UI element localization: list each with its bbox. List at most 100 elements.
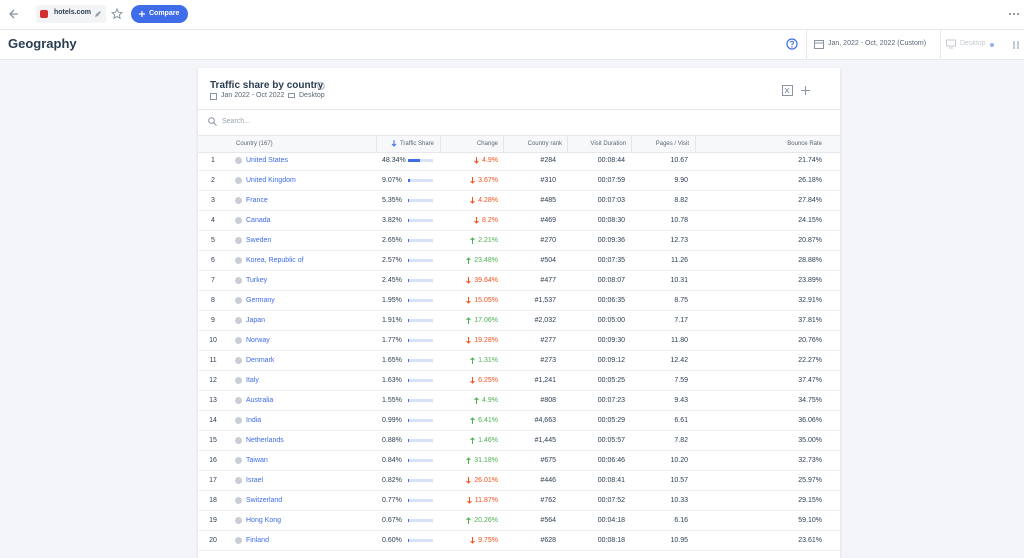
status-dot bbox=[990, 43, 994, 47]
row-divider bbox=[198, 550, 840, 551]
share-bar-track bbox=[408, 259, 433, 262]
column-header: Traffic Share bbox=[400, 136, 434, 152]
change: 26.01% bbox=[474, 471, 498, 491]
pages-per-visit: 6.61 bbox=[674, 411, 688, 431]
traffic-share: 9.07% bbox=[382, 171, 402, 191]
visit-duration: 00:04:18 bbox=[598, 511, 625, 531]
row-divider bbox=[198, 370, 840, 371]
change-arrow bbox=[466, 317, 471, 324]
compare-button[interactable]: Compare bbox=[131, 5, 188, 23]
row-divider bbox=[198, 230, 840, 231]
visit-duration: 00:08:41 bbox=[598, 471, 625, 491]
change-arrow bbox=[466, 277, 471, 284]
pages-per-visit: 10.78 bbox=[670, 211, 688, 231]
country-rank: #564 bbox=[540, 511, 556, 531]
row-divider bbox=[198, 310, 840, 311]
row-divider bbox=[198, 210, 840, 211]
traffic-share: 2.45% bbox=[382, 271, 402, 291]
back-button[interactable] bbox=[8, 8, 20, 20]
bounce-rate: 37.47% bbox=[798, 371, 822, 391]
row-rank: 5 bbox=[198, 231, 228, 251]
visit-duration: 00:07:59 bbox=[598, 171, 625, 191]
visit-duration: 00:05:00 bbox=[598, 311, 625, 331]
country-rank: #1,537 bbox=[535, 291, 556, 311]
bounce-rate: 22.27% bbox=[798, 351, 822, 371]
row-rank: 13 bbox=[198, 391, 228, 411]
row-divider bbox=[198, 390, 840, 391]
pages-per-visit: 10.20 bbox=[670, 451, 688, 471]
sort-icon[interactable] bbox=[391, 140, 397, 147]
bounce-rate: 34.75% bbox=[798, 391, 822, 411]
bounce-rate: 23.89% bbox=[798, 271, 822, 291]
star-icon[interactable] bbox=[111, 8, 123, 20]
more-menu[interactable] bbox=[1008, 12, 1020, 16]
country-rank: #270 bbox=[540, 231, 556, 251]
bounce-rate: 32.91% bbox=[798, 291, 822, 311]
country-name: Finland bbox=[246, 531, 269, 551]
row-rank: 12 bbox=[198, 371, 228, 391]
share-bar-track bbox=[408, 279, 433, 282]
country-name: Italy bbox=[246, 371, 259, 391]
site-chip[interactable]: hotels.com bbox=[36, 5, 106, 23]
visit-duration: 00:05:29 bbox=[598, 411, 625, 431]
traffic-share: 2.65% bbox=[382, 231, 402, 251]
traffic-share: 1.91% bbox=[382, 311, 402, 331]
change: 2.21% bbox=[478, 231, 498, 251]
divider bbox=[940, 30, 941, 59]
country-rank: #2,032 bbox=[535, 311, 556, 331]
share-bar-track bbox=[408, 399, 433, 402]
share-bar-track bbox=[408, 219, 433, 222]
column-header: Country (167) bbox=[236, 136, 273, 152]
help-icon[interactable] bbox=[786, 38, 798, 50]
visit-duration: 00:05:25 bbox=[598, 371, 625, 391]
column-divider bbox=[376, 136, 377, 152]
bounce-rate: 26.18% bbox=[798, 171, 822, 191]
device-picker[interactable]: Desktop bbox=[960, 40, 986, 47]
visit-duration: 00:08:44 bbox=[598, 151, 625, 171]
share-bar-track bbox=[408, 319, 433, 322]
share-bar-track bbox=[408, 199, 433, 202]
change: 23.48% bbox=[474, 251, 498, 271]
pages-per-visit: 8.82 bbox=[674, 191, 688, 211]
country-name: Sweden bbox=[246, 231, 271, 251]
flag-icon bbox=[235, 317, 242, 324]
bounce-rate: 24.15% bbox=[798, 211, 822, 231]
share-bar-track bbox=[408, 419, 433, 422]
flag-icon bbox=[235, 357, 242, 364]
country-rank: #273 bbox=[540, 351, 556, 371]
country-name: Turkey bbox=[246, 271, 267, 291]
traffic-share: 1.95% bbox=[382, 291, 402, 311]
visit-duration: 00:08:18 bbox=[598, 531, 625, 551]
traffic-share: 0.99% bbox=[382, 411, 402, 431]
country-rank: #1,445 bbox=[535, 431, 556, 451]
country-rank: #284 bbox=[540, 151, 556, 171]
row-divider bbox=[198, 510, 840, 511]
pages-per-visit: 7.82 bbox=[674, 431, 688, 451]
country-name: Korea, Republic of bbox=[246, 251, 304, 271]
site-name: hotels.com bbox=[54, 9, 91, 16]
country-rank: #4,663 bbox=[535, 411, 556, 431]
pages-per-visit: 9.90 bbox=[674, 171, 688, 191]
column-header: Bounce Rate bbox=[787, 136, 822, 152]
pages-per-visit: 10.67 bbox=[670, 151, 688, 171]
bounce-rate: 27.84% bbox=[798, 191, 822, 211]
country-rank: #628 bbox=[540, 531, 556, 551]
bounce-rate: 23.61% bbox=[798, 531, 822, 551]
date-range-picker[interactable]: Jan, 2022 - Oct, 2022 (Custom) bbox=[828, 40, 926, 47]
change-arrow bbox=[466, 257, 471, 264]
toggle-icon[interactable] bbox=[1012, 40, 1020, 50]
change: 39.64% bbox=[474, 271, 498, 291]
row-divider bbox=[198, 410, 840, 411]
visit-duration: 00:05:57 bbox=[598, 431, 625, 451]
country-rank: #762 bbox=[540, 491, 556, 511]
edit-icon[interactable] bbox=[94, 10, 102, 18]
flag-icon bbox=[235, 397, 242, 404]
bounce-rate: 20.87% bbox=[798, 231, 822, 251]
column-header: Pages / Visit bbox=[656, 136, 689, 152]
pages-per-visit: 7.17 bbox=[674, 311, 688, 331]
flag-icon bbox=[235, 377, 242, 384]
plus-icon bbox=[139, 11, 145, 17]
row-rank: 4 bbox=[198, 211, 228, 231]
flag-icon bbox=[235, 177, 242, 184]
traffic-share: 1.55% bbox=[382, 391, 402, 411]
